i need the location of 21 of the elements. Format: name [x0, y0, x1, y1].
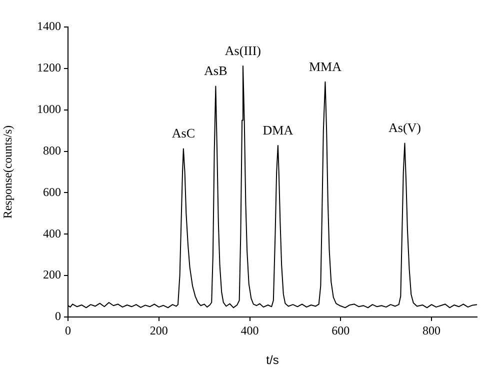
x-axis-title: t/s	[266, 353, 279, 368]
annotation: AsC	[172, 126, 195, 141]
y-axis-title: Response(counts/s)	[0, 125, 14, 219]
y-tick-label: 800	[43, 143, 61, 158]
annotation: DMA	[262, 122, 294, 138]
x-tick-label: 0	[65, 323, 71, 338]
annotation: As(V)	[388, 120, 421, 136]
y-tick-label: 1400	[37, 19, 61, 34]
annotation: MMA	[308, 58, 342, 74]
annotation: AsB	[204, 63, 228, 78]
y-tick-label: 1000	[37, 102, 61, 116]
y-tick-label: 1200	[37, 60, 61, 75]
y-tick-label: 0	[55, 309, 61, 324]
annotation: As(III)	[224, 42, 262, 58]
x-tick-label: 200	[150, 323, 168, 338]
y-tick-label: 400	[43, 226, 61, 240]
y-tick-label: 200	[43, 268, 61, 282]
x-tick-label: 800	[422, 323, 441, 338]
x-tick-label: 400	[240, 323, 259, 338]
y-tick-label: 600	[43, 184, 61, 199]
x-tick-label: 600	[332, 323, 350, 338]
